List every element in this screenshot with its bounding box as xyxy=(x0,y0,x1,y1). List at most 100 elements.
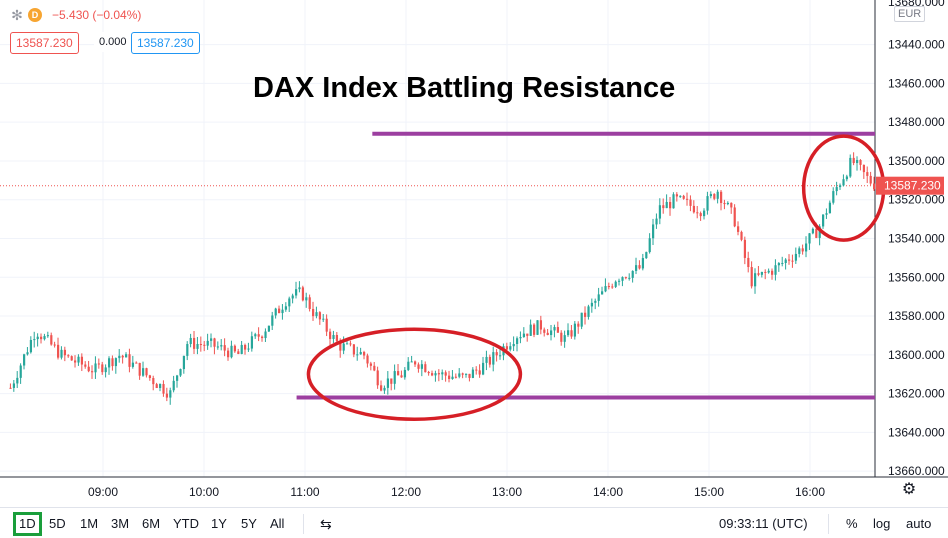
candle-body xyxy=(655,218,658,225)
candle-body xyxy=(169,390,172,398)
candle-body xyxy=(179,369,182,376)
candle-body xyxy=(522,333,526,338)
candle-body xyxy=(550,330,553,336)
range-1y[interactable]: 1Y xyxy=(211,516,227,531)
range-1m[interactable]: 1M xyxy=(80,516,99,531)
candle-body xyxy=(12,383,16,388)
range-5y[interactable]: 5Y xyxy=(241,516,257,531)
toolbar-divider xyxy=(303,514,304,534)
candle-body xyxy=(750,267,753,287)
candle-body xyxy=(570,330,573,337)
candle-body xyxy=(60,349,63,358)
candle-body xyxy=(363,352,366,356)
candle-body xyxy=(216,346,220,348)
candle-body xyxy=(315,312,318,317)
candle-body xyxy=(342,343,345,351)
candle-body xyxy=(757,273,760,275)
buy-price-button[interactable]: 13587.230 xyxy=(131,32,200,54)
candle-body xyxy=(376,370,379,386)
range-3m[interactable]: 3M xyxy=(111,516,130,531)
candle-body xyxy=(771,270,774,275)
candle-body xyxy=(281,309,284,314)
candle-body xyxy=(420,364,424,369)
candle-body xyxy=(689,199,692,206)
candle-body xyxy=(254,334,257,337)
candle-body xyxy=(652,224,655,239)
candle-body xyxy=(250,336,254,349)
candle-body xyxy=(444,372,447,376)
candle-body xyxy=(233,345,237,352)
candle-body xyxy=(206,340,209,346)
candle-body xyxy=(403,369,407,378)
candle-body xyxy=(176,375,179,381)
log-toggle[interactable]: log xyxy=(873,516,891,531)
candle-body xyxy=(808,233,811,244)
candle-body xyxy=(849,157,852,177)
date-range-icon[interactable]: ⇆ xyxy=(320,516,332,532)
candle-body xyxy=(196,344,199,349)
candle-body xyxy=(16,377,19,384)
candle-body xyxy=(274,308,277,316)
gear-icon[interactable]: ⚙ xyxy=(901,481,917,498)
range-6m[interactable]: 6M xyxy=(142,516,161,531)
candle-body xyxy=(199,344,203,346)
candle-body xyxy=(458,373,461,377)
range-ytd[interactable]: YTD xyxy=(173,516,199,531)
candle-body xyxy=(257,334,260,337)
time-axis[interactable]: 09:00 10:00 11:00 12:00 13:00 14:00 15:00 16:00 xyxy=(88,485,825,499)
candle-body xyxy=(675,194,679,197)
candle-body xyxy=(305,297,308,301)
candle-body xyxy=(383,387,386,391)
candle-body xyxy=(835,187,838,192)
candle-body xyxy=(261,336,264,339)
candle-body xyxy=(475,369,478,371)
candle-body xyxy=(539,320,543,330)
time-tick-label: 09:00 xyxy=(88,485,118,499)
candle-body xyxy=(247,348,250,350)
candle-body xyxy=(434,373,437,376)
candle-body xyxy=(390,378,393,384)
candle-body xyxy=(492,352,495,365)
candle-body xyxy=(546,332,549,336)
candle-body xyxy=(461,373,464,375)
range-5d[interactable]: 5D xyxy=(49,516,66,531)
price-tick-label: 13440.000 xyxy=(888,38,945,52)
candle-body xyxy=(832,191,835,203)
candle-body xyxy=(621,277,624,281)
candle-body xyxy=(244,344,247,350)
last-price-box xyxy=(876,176,944,195)
candle-body xyxy=(682,195,685,199)
price-axis[interactable]: 13660.000 13640.000 13620.000 13600.000 1358… xyxy=(876,0,945,478)
range-1d[interactable]: 1D xyxy=(13,512,42,536)
asterisk-icon[interactable]: ✻ xyxy=(11,7,23,23)
range-all[interactable]: All xyxy=(270,516,285,531)
candle-body xyxy=(427,372,430,374)
candle-body xyxy=(36,336,39,340)
utc-clock[interactable]: 09:33:11 (UTC) xyxy=(719,516,808,531)
candle-body xyxy=(441,372,444,375)
sell-price-button[interactable]: 13587.230 xyxy=(10,32,79,54)
candle-body xyxy=(784,259,787,263)
candle-body xyxy=(482,362,485,375)
candle-body xyxy=(505,346,509,350)
candle-body xyxy=(465,373,468,375)
candle-body xyxy=(584,312,587,317)
auto-toggle[interactable]: auto xyxy=(906,516,932,531)
candle-body xyxy=(845,176,849,180)
candle-body xyxy=(628,277,631,279)
candle-body xyxy=(104,367,107,373)
percent-toggle[interactable]: % xyxy=(846,516,858,531)
candle-body xyxy=(560,332,563,342)
candle-body xyxy=(607,286,611,288)
candle-body xyxy=(46,335,50,337)
bottom-toolbar: 1D 5D 1M 3M 6M YTD 1Y 5Y All ⇆ 09:33:11 … xyxy=(0,507,948,538)
candle-body xyxy=(162,384,165,394)
candle-body xyxy=(747,257,750,268)
candle-body xyxy=(325,318,328,332)
candle-body xyxy=(386,378,390,388)
candle-body xyxy=(87,366,90,372)
candle-body xyxy=(733,207,736,227)
highlight-ellipse xyxy=(306,327,523,421)
candle-body xyxy=(186,344,189,356)
candle-body xyxy=(509,346,512,350)
